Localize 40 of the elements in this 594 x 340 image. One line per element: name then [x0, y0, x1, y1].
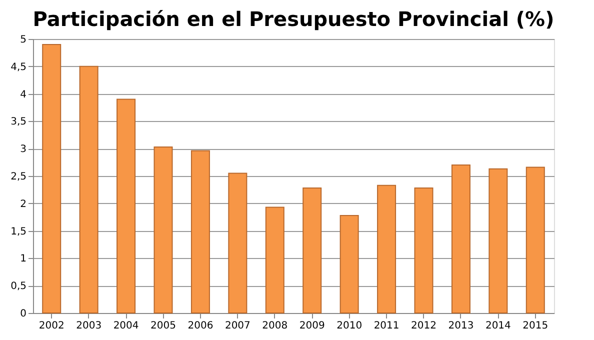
bar	[377, 184, 396, 314]
bar	[526, 166, 545, 314]
x-tick-label: 2015	[522, 320, 548, 332]
y-tick-label: 5	[20, 34, 26, 46]
x-tick-label: 2006	[188, 320, 214, 332]
x-tick-label: 2014	[485, 320, 511, 332]
bar	[414, 188, 434, 314]
bar	[302, 188, 322, 314]
x-tick-label: 2007	[224, 320, 250, 332]
y-tick-label: 1,5	[10, 226, 26, 238]
y-tick-label: 4	[20, 89, 26, 100]
bar	[451, 164, 470, 314]
x-tick-label: 2012	[411, 320, 436, 332]
bar	[154, 146, 173, 314]
x-tick-label: 2013	[448, 320, 474, 332]
x-tick-label: 2003	[76, 320, 102, 332]
x-tick-label: 2008	[262, 320, 288, 332]
bar	[488, 168, 508, 314]
y-tick-label: 0	[20, 308, 26, 320]
x-tick-label: 2009	[299, 320, 325, 332]
bar	[228, 172, 248, 314]
x-tick-label: 2010	[336, 320, 362, 332]
chart-title: Participación en el Presupuesto Provincial (%)	[32, 7, 554, 31]
x-tick-label: 2011	[374, 320, 400, 332]
x-tick-label: 2002	[38, 320, 64, 332]
x-tick-label: 2005	[150, 320, 176, 332]
bar	[265, 206, 284, 314]
y-tick-label: 3,5	[10, 116, 26, 128]
bar	[79, 66, 98, 314]
y-tick-label: 2	[20, 198, 26, 210]
y-tick-label: 0,5	[10, 281, 26, 292]
bar	[190, 150, 210, 314]
y-tick-label: 1	[20, 254, 26, 265]
y-tick-label: 3	[20, 144, 26, 156]
bar	[116, 98, 136, 314]
bar	[42, 44, 62, 314]
y-tick-label: 2,5	[10, 172, 26, 182]
bar	[340, 214, 359, 314]
x-tick-label: 2004	[113, 320, 139, 332]
y-tick-label: 4,5	[10, 62, 26, 73]
